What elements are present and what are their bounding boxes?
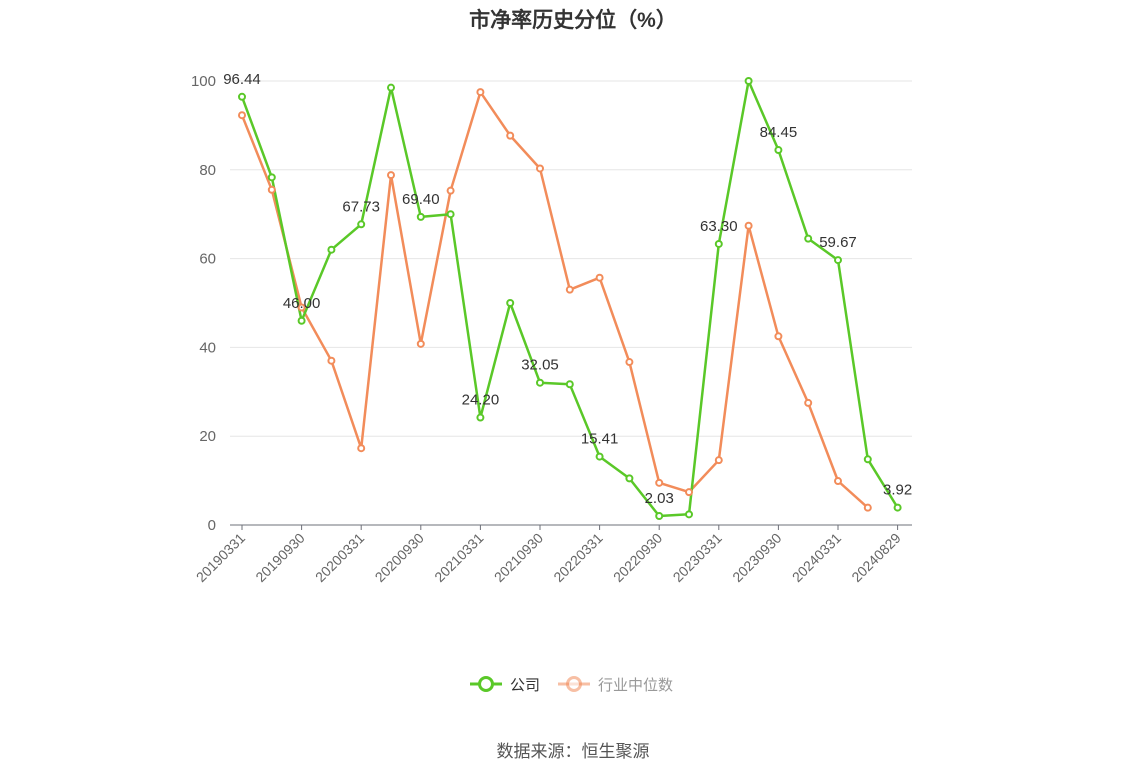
series-line-1 <box>240 90 869 509</box>
legend: 公司 行业中位数 <box>470 676 673 694</box>
y-tick-label: 40 <box>199 339 216 356</box>
data-label: 59.67 <box>819 234 857 251</box>
x-tick-label: 20190930 <box>252 530 308 586</box>
data-point[interactable] <box>357 220 366 229</box>
data-point[interactable] <box>506 131 515 140</box>
y-tick-label: 0 <box>208 517 216 534</box>
x-tick-label: 20190331 <box>193 530 249 586</box>
data-point[interactable] <box>714 456 723 465</box>
y-tick-label: 80 <box>199 162 216 179</box>
data-label: 63.30 <box>700 218 738 235</box>
y-tick-label: 60 <box>199 251 216 268</box>
data-point[interactable] <box>238 92 246 101</box>
data-point[interactable] <box>863 455 872 464</box>
data-label: 96.44 <box>223 71 261 88</box>
x-tick-label: 20220331 <box>550 530 606 586</box>
data-point[interactable] <box>685 488 693 497</box>
data-point[interactable] <box>863 503 872 512</box>
data-label: 15.41 <box>581 431 619 448</box>
data-point[interactable] <box>357 444 366 453</box>
data-point[interactable] <box>744 221 753 230</box>
data-point[interactable] <box>744 77 753 85</box>
data-point[interactable] <box>506 299 515 307</box>
data-label: 84.45 <box>760 124 798 141</box>
data-point[interactable] <box>387 171 395 180</box>
data-point[interactable] <box>595 273 604 282</box>
data-point[interactable] <box>327 356 336 365</box>
y-axis: 0 20 40 60 80 100 <box>191 73 216 534</box>
y-tick-label: 20 <box>199 428 216 445</box>
data-point[interactable] <box>804 398 813 407</box>
data-point[interactable] <box>446 210 455 219</box>
data-point[interactable] <box>625 358 634 367</box>
data-label: 3.92 <box>883 482 912 499</box>
data-point[interactable] <box>565 380 574 389</box>
data-point[interactable] <box>893 503 902 512</box>
legend-item-industry-median[interactable]: 行业中位数 <box>558 676 673 694</box>
data-point[interactable] <box>476 413 485 422</box>
data-point[interactable] <box>595 452 604 461</box>
data-point[interactable] <box>536 378 544 387</box>
data-point[interactable] <box>565 285 574 294</box>
data-label: 69.40 <box>402 191 440 208</box>
x-tick-label: 20240829 <box>848 530 904 586</box>
data-label: 46.00 <box>283 295 321 312</box>
x-tick-label: 20220930 <box>610 530 666 586</box>
x-tick-label: 20230331 <box>670 530 726 586</box>
data-point[interactable] <box>416 339 425 348</box>
data-point[interactable] <box>804 234 813 243</box>
data-label: 2.03 <box>645 490 674 507</box>
legend-label-industry-median: 行业中位数 <box>598 677 673 694</box>
data-point[interactable] <box>297 303 306 312</box>
data-label: 67.73 <box>342 198 380 215</box>
x-tick-label: 20230930 <box>729 530 785 586</box>
data-point[interactable] <box>774 146 783 155</box>
x-tick-label: 20200331 <box>312 530 368 586</box>
data-point[interactable] <box>387 83 395 92</box>
data-label: 24.20 <box>462 392 500 409</box>
data-point[interactable] <box>327 245 336 254</box>
data-point[interactable] <box>476 88 485 97</box>
y-tick-label: 100 <box>191 73 216 90</box>
chart-title: 市净率历史分位（%） <box>469 8 677 32</box>
data-point[interactable] <box>297 316 306 325</box>
data-point[interactable] <box>834 477 842 486</box>
data-point[interactable] <box>446 186 455 195</box>
x-tick-label: 20200930 <box>372 530 428 586</box>
data-point[interactable] <box>536 164 544 173</box>
series-line-0 <box>240 79 899 518</box>
data-point[interactable] <box>267 185 276 194</box>
legend-marker-company <box>478 676 494 692</box>
source-note: 数据来源：恒生聚源 <box>497 742 650 761</box>
gridlines <box>230 80 912 437</box>
legend-label-company: 公司 <box>510 677 540 694</box>
data-point[interactable] <box>267 173 276 182</box>
x-tick-label: 20210930 <box>491 530 547 586</box>
series-lines <box>240 79 899 518</box>
data-point[interactable] <box>685 510 693 519</box>
data-point[interactable] <box>655 478 664 487</box>
data-point[interactable] <box>834 256 842 265</box>
data-point[interactable] <box>238 111 246 120</box>
data-labels: 96.44 46.00 67.73 69.40 24.20 32.05 15.41 2.03 6… <box>223 71 912 507</box>
x-axis: 20190331 20190930 20200331 20200930 20210331… <box>193 524 912 586</box>
series-points <box>238 77 902 520</box>
data-point[interactable] <box>416 212 425 221</box>
data-point[interactable] <box>774 332 783 341</box>
x-tick-label: 20240331 <box>789 530 845 586</box>
data-label: 32.05 <box>521 357 559 374</box>
legend-item-company[interactable]: 公司 <box>470 676 540 694</box>
data-point[interactable] <box>655 511 664 520</box>
x-tick-label: 20210331 <box>431 530 487 586</box>
data-point[interactable] <box>714 239 723 248</box>
legend-marker-industry-median <box>566 676 582 692</box>
data-point[interactable] <box>625 474 634 483</box>
